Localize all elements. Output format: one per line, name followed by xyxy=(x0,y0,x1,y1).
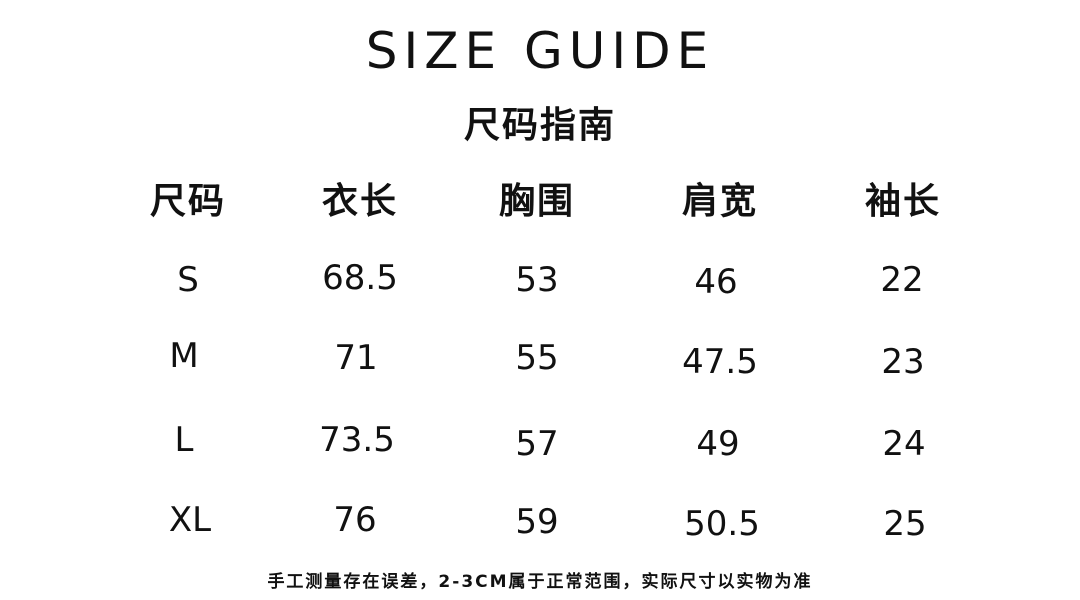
table-cell: M xyxy=(169,336,199,376)
table-cell: 76 xyxy=(333,500,377,540)
table-cell: 71 xyxy=(334,338,378,378)
table-cell: 55 xyxy=(515,338,559,378)
table-cell: 25 xyxy=(883,504,927,544)
table-cell: 73.5 xyxy=(319,420,395,460)
table-cell: 46 xyxy=(694,262,738,302)
table-cell: S xyxy=(177,260,199,300)
measurement-note: 手工测量存在误差，2-3CM属于正常范围，实际尺寸以实物为准 xyxy=(267,572,813,592)
table-cell: 22 xyxy=(880,260,924,300)
table-cell: 57 xyxy=(515,424,559,464)
table-cell: L xyxy=(174,420,194,460)
table-cell: 53 xyxy=(515,260,559,300)
header-sleeve: 袖长 xyxy=(864,181,941,222)
table-cell: XL xyxy=(168,500,212,540)
header-size: 尺码 xyxy=(149,181,226,222)
header-length: 衣长 xyxy=(321,181,398,222)
table-cell: 47.5 xyxy=(682,342,758,382)
page-subtitle: 尺码指南 xyxy=(463,105,616,146)
page-title: SIZE GUIDE xyxy=(365,22,715,80)
table-cell: 59 xyxy=(515,502,559,542)
table-cell: 49 xyxy=(696,424,740,464)
table-cell: 68.5 xyxy=(322,258,398,298)
table-cell: 23 xyxy=(881,342,925,382)
header-shoulder: 肩宽 xyxy=(681,181,758,222)
table-cell: 24 xyxy=(882,424,926,464)
table-cell: 50.5 xyxy=(684,504,760,544)
header-chest: 胸围 xyxy=(498,181,575,222)
